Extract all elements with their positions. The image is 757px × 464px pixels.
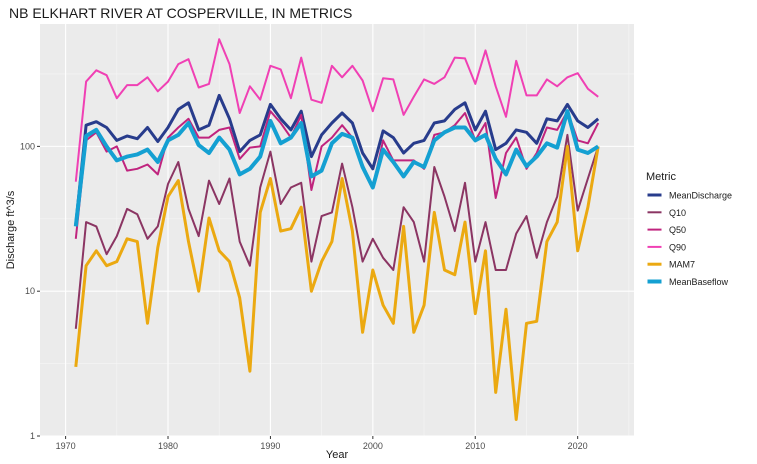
series-line-q50 xyxy=(74,110,600,239)
plot-panel xyxy=(40,24,634,436)
legend-label-q10: Q10 xyxy=(669,208,686,218)
series-layer xyxy=(73,38,600,421)
x-tick-label: 2000 xyxy=(363,441,383,451)
legend-label-q50: Q50 xyxy=(669,225,686,235)
y-axis: 1 10 100 xyxy=(20,141,40,441)
y-tick-label: 1 xyxy=(30,431,35,441)
series-line-q90 xyxy=(74,38,599,182)
legend-label-meandischarge: MeanDischarge xyxy=(669,191,732,201)
series-line-meandischarge xyxy=(74,93,600,225)
legend-label-q90: Q90 xyxy=(669,242,686,252)
grid-major xyxy=(40,24,634,437)
x-tick-label: 1990 xyxy=(260,441,280,451)
y-tick-label: 10 xyxy=(25,286,35,296)
y-tick-label: 100 xyxy=(20,141,35,151)
legend: Metric MeanDischarge Q10 Q50 Q90 MAM7 MeanBas… xyxy=(646,171,732,290)
x-tick-label: 1980 xyxy=(158,441,178,451)
series-line-mam7 xyxy=(74,144,600,421)
x-axis: 1970 1980 1990 2000 2010 2020 xyxy=(56,436,588,451)
series-line-q10 xyxy=(74,133,600,329)
x-tick-label: 2020 xyxy=(568,441,588,451)
x-axis-title: Year xyxy=(326,449,349,461)
legend-title: Metric xyxy=(646,171,676,183)
y-axis-title: Discharge ft^3/s xyxy=(5,190,17,269)
series-line-meanbaseflow xyxy=(73,109,600,227)
x-tick-label: 2010 xyxy=(465,441,485,451)
legend-label-meanbaseflow: MeanBaseflow xyxy=(669,277,729,287)
legend-label-mam7: MAM7 xyxy=(669,260,695,270)
x-tick-label: 1970 xyxy=(56,441,76,451)
chart-title: NB ELKHART RIVER AT COSPERVILLE, IN METR… xyxy=(9,5,352,21)
